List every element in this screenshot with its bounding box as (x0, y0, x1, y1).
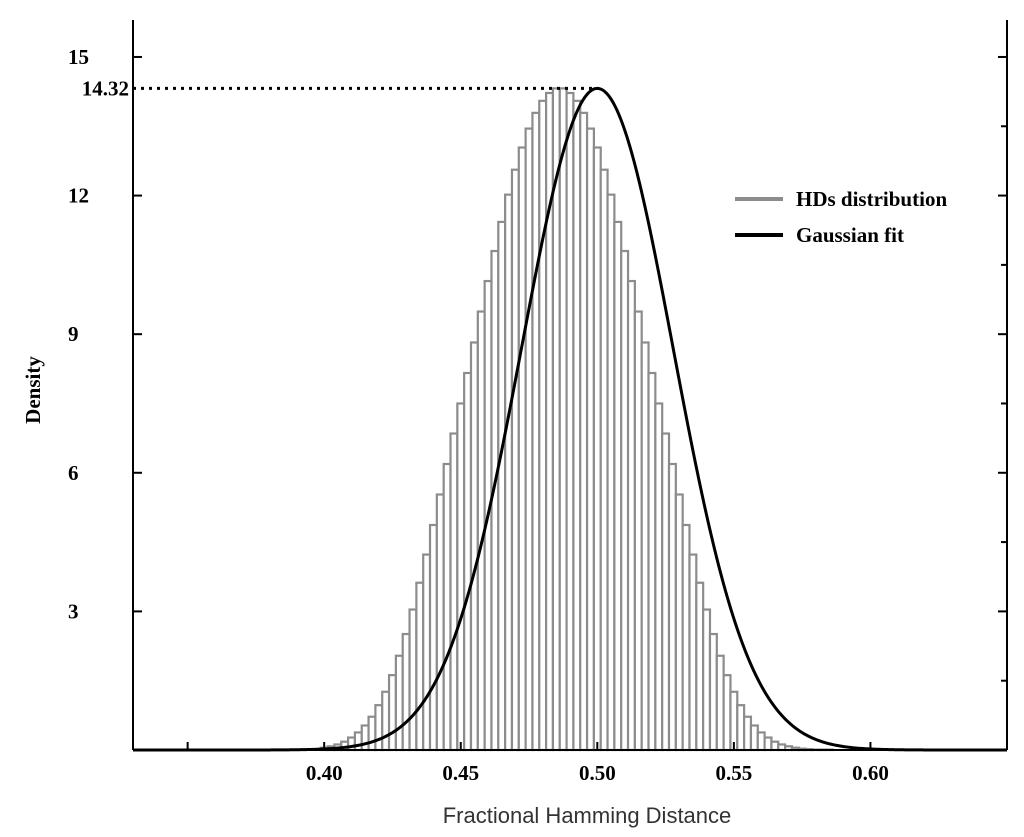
y-tick-labels: 3 6 9 12 15 (68, 45, 89, 623)
y-tick-label: 6 (68, 461, 79, 485)
legend: HDs distribution Gaussian fit (735, 187, 947, 247)
plot-frame (132, 20, 1008, 751)
x-tick-label: 0.60 (852, 761, 889, 785)
legend-label-histogram: HDs distribution (796, 187, 947, 211)
axis-ticks (133, 55, 1007, 750)
y-tick-label: 9 (68, 322, 79, 346)
peak-value-label: 14.32 (82, 76, 129, 100)
y-tick-label: 3 (68, 599, 79, 623)
x-tick-label: 0.40 (306, 761, 343, 785)
legend-label-fit: Gaussian fit (796, 223, 904, 247)
x-tick-label: 0.55 (716, 761, 753, 785)
histogram-bars (319, 87, 834, 752)
x-tick-label: 0.45 (442, 761, 479, 785)
x-tick-labels: 0.40 0.45 0.50 0.55 0.60 (306, 761, 889, 785)
x-tick-label: 0.50 (579, 761, 616, 785)
y-tick-label: 12 (68, 184, 89, 208)
x-axis-title: Fractional Hamming Distance (443, 803, 732, 828)
y-tick-label: 15 (68, 45, 89, 69)
y-axis-title: Density (21, 356, 45, 424)
